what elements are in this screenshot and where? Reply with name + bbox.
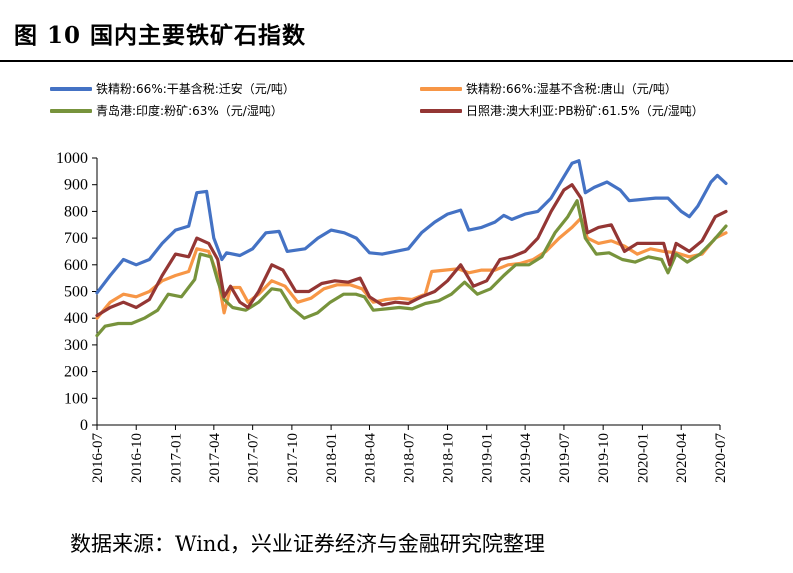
x-tick-label: 2019-10 (596, 433, 612, 483)
x-tick-label: 2016-10 (129, 433, 145, 483)
y-tick-label: 100 (64, 390, 88, 407)
x-tick-label: 2018-10 (441, 433, 457, 483)
source-note: 数据来源：Wind，兴业证券经济与金融研究院整理 (70, 532, 545, 556)
x-tick-label: 2020-04 (674, 433, 690, 483)
series-line-qingdao (95, 199, 728, 338)
legend-swatch-rizhao (420, 108, 462, 113)
legend-swatch-qianan (50, 86, 92, 91)
y-tick-label: 200 (64, 364, 88, 381)
legend-swatch-tangshan (420, 86, 462, 91)
x-tick-label: 2016-07 (90, 433, 106, 483)
series-line-tangshan (95, 216, 728, 320)
legend-item-qingdao: 青岛港:印度:粉矿:63%（元/湿吨） (50, 102, 283, 119)
x-tick-label: 2018-04 (362, 433, 378, 483)
x-tick-label: 2020-07 (713, 433, 729, 483)
legend-item-tangshan: 铁精粉:66%:湿基不含税:唐山（元/吨） (420, 80, 677, 97)
series-line-qianan (95, 159, 728, 295)
series-layer (95, 159, 728, 338)
y-tick-label: 600 (64, 257, 88, 274)
x-tick-label: 2020-01 (635, 433, 651, 483)
y-tick-label: 900 (64, 177, 88, 194)
y-tick-label: 300 (64, 337, 88, 354)
x-tick-label: 2017-10 (285, 433, 301, 483)
legend-label-rizhao: 日照港:澳大利亚:PB粉矿:61.5%（元/湿吨） (466, 104, 704, 118)
x-tick-label: 2019-01 (480, 433, 496, 483)
x-tick-label: 2017-01 (168, 433, 184, 483)
title-rule (0, 60, 793, 62)
x-tick-label: 2019-04 (518, 433, 534, 483)
y-tick-label: 500 (64, 284, 88, 301)
y-tick-label: 1000 (56, 150, 88, 167)
legend-swatch-qingdao (50, 108, 92, 113)
legend-label-tangshan: 铁精粉:66%:湿基不含税:唐山（元/吨） (466, 82, 677, 96)
x-axis: 2016-07 2016-10 2017-01 2017-04 2017-07 2017-… (90, 424, 729, 483)
legend-item-qianan: 铁精粉:66%:干基含税:迁安（元/吨） (50, 80, 295, 97)
y-tick-label: 0 (80, 417, 88, 434)
legend-item-rizhao: 日照港:澳大利亚:PB粉矿:61.5%（元/湿吨） (420, 102, 704, 119)
legend-label-qianan: 铁精粉:66%:干基含税:迁安（元/吨） (96, 82, 295, 96)
y-tick-label: 400 (64, 310, 88, 327)
x-tick-label: 2018-07 (401, 433, 417, 483)
y-tick-label: 800 (64, 203, 88, 220)
series-line-rizhao (95, 183, 728, 318)
y-tick-label: 700 (64, 230, 88, 247)
chart-legend: 铁精粉:66%:干基含税:迁安（元/吨） 铁精粉:66%:湿基不含税:唐山（元/… (50, 80, 770, 120)
legend-label-qingdao: 青岛港:印度:粉矿:63%（元/湿吨） (96, 104, 283, 118)
y-axis: 0 100 200 300 400 500 600 700 800 900 1000 (56, 150, 98, 434)
x-tick-label: 2018-01 (324, 433, 340, 483)
x-tick-label: 2017-04 (207, 433, 223, 483)
chart-title: 图 10 国内主要铁矿石指数 (14, 22, 307, 49)
x-tick-label: 2017-07 (246, 433, 262, 483)
x-tick-label: 2019-07 (557, 433, 573, 483)
